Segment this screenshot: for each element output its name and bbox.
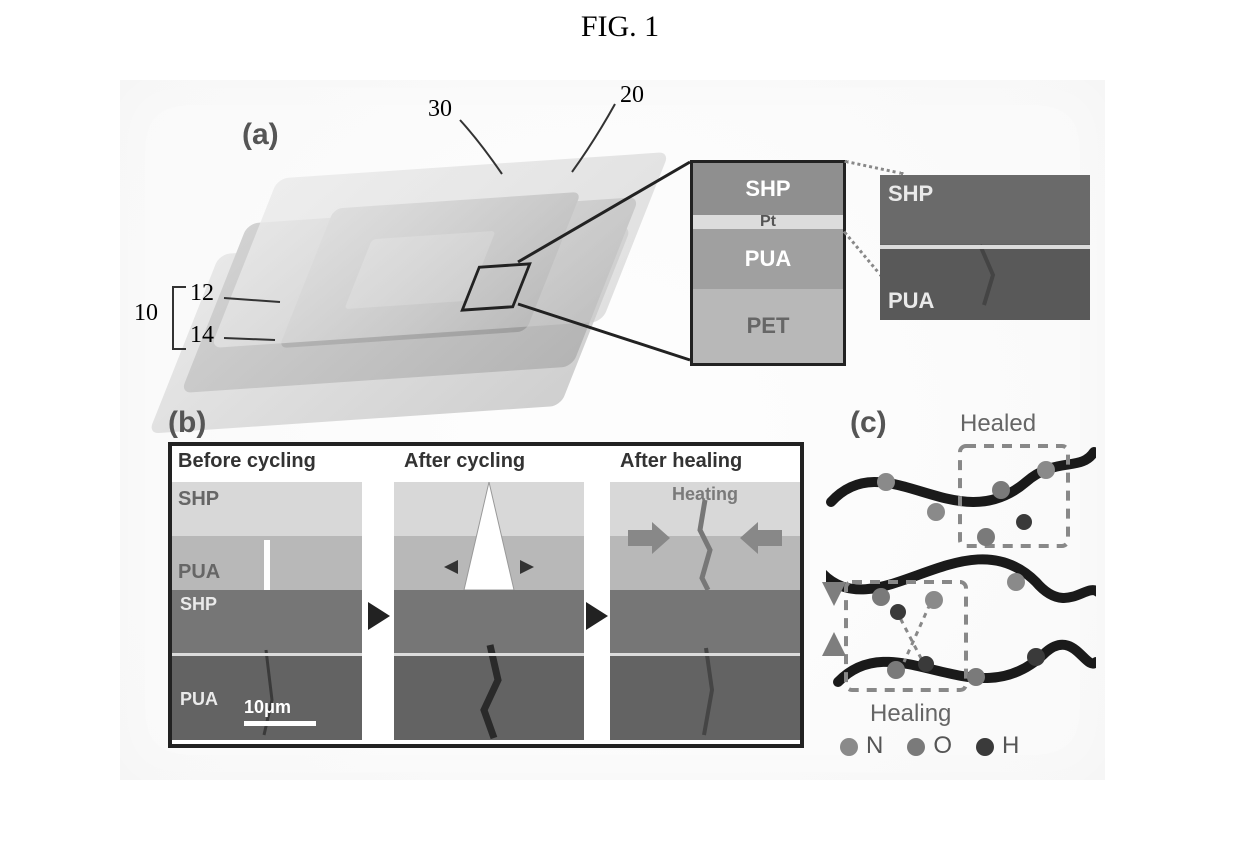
arrow-2-icon <box>586 602 608 630</box>
callout-30: 30 <box>428 96 452 123</box>
sem-crack-line <box>880 175 1090 320</box>
heat-arrow-right-icon <box>740 522 782 554</box>
panel-b-title-2: After cycling <box>404 450 525 473</box>
panel-b-schem-3: Heating <box>610 482 800 590</box>
legend-item-H: H <box>976 732 1019 760</box>
layer-pet: PET <box>693 289 843 363</box>
callout-20: 20 <box>620 82 644 109</box>
schem-bot-label: PUA <box>178 561 220 584</box>
spread-arrow-left-icon <box>444 560 458 574</box>
legend-item-O: O <box>907 732 952 760</box>
panel-b-sem-2 <box>394 590 584 740</box>
panel-b-col-before: Before cycling SHP PUA SHP PUA 10μm <box>172 446 362 744</box>
healed-label: Healed <box>960 410 1036 438</box>
panel-b-col-after-healing: After healing Heating <box>610 446 800 744</box>
figure-title: FIG. 1 <box>581 10 659 44</box>
panel-b-title-3: After healing <box>620 450 742 473</box>
panel-b-strip: Before cycling SHP PUA SHP PUA 10μm Afte… <box>168 442 804 748</box>
layer-pua: PUA <box>693 229 843 289</box>
healing-label: Healing <box>870 700 951 728</box>
callout-14: 14 <box>190 322 214 349</box>
layer-pua-label: PUA <box>745 246 791 272</box>
layer-pt-label: Pt <box>760 213 776 231</box>
heat-arrow-left-icon <box>628 522 670 554</box>
layer-pt: Pt <box>693 215 843 229</box>
panel-b-title-1: Before cycling <box>178 450 316 473</box>
crack-before <box>264 540 270 590</box>
arrow-1-icon <box>368 602 390 630</box>
panel-c-scheme <box>826 432 1096 742</box>
polymer-chain-svg <box>826 432 1096 712</box>
up-arrow-icon <box>822 632 846 656</box>
panel-b-label: (b) <box>168 406 206 440</box>
panel-b-col-after-cycling: After cycling <box>394 446 584 744</box>
layer-pet-label: PET <box>747 313 790 339</box>
scale-bar <box>244 721 316 726</box>
callout-10: 10 <box>134 300 158 327</box>
spread-arrow-right-icon <box>520 560 534 574</box>
layer-shp: SHP <box>693 163 843 215</box>
sem-cross-section: SHP PUA <box>880 175 1090 320</box>
layer-stack-diagram: SHP Pt PUA PET <box>690 160 846 366</box>
callout-10-bracket <box>172 286 186 350</box>
figure-1: (a) 30 20 12 14 10 SHP Pt PUA P <box>120 80 1105 780</box>
panel-c-legend: N O H <box>840 732 1019 760</box>
down-arrow-icon <box>822 582 846 606</box>
legend-item-N: N <box>840 732 883 760</box>
schem-top-label: SHP <box>178 488 219 511</box>
panel-b-sem-3 <box>610 590 800 740</box>
callout-12: 12 <box>190 280 214 307</box>
layer-shp-label: SHP <box>745 176 790 202</box>
scale-text: 10μm <box>244 697 291 718</box>
panel-b-schem-2 <box>394 482 584 590</box>
panel-b-sem-1: SHP PUA 10μm <box>172 590 362 740</box>
panel-b-schem-1: SHP PUA <box>172 482 362 590</box>
